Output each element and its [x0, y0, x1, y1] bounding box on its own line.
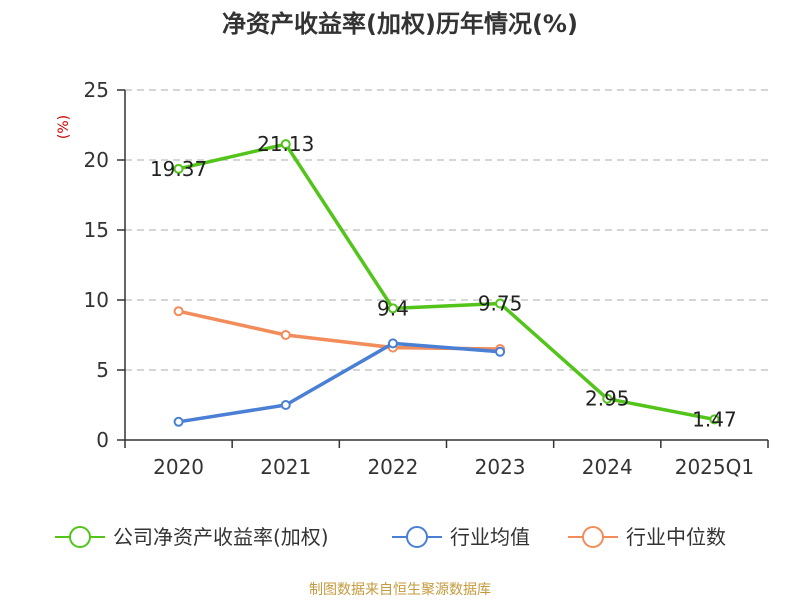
series-line — [178, 142, 715, 422]
data-label: 19.37 — [150, 157, 207, 181]
series-line — [178, 309, 501, 351]
y-axis-label: (%) — [56, 115, 72, 139]
gridlines — [125, 89, 768, 371]
data-point — [495, 298, 506, 309]
data-label: 9.4 — [377, 296, 409, 320]
axes: 0 5 10 15 20 25 2020 2021 2022 2023 2024 2025Q1 — [84, 78, 769, 479]
data-point — [173, 163, 184, 174]
data-point — [387, 338, 398, 349]
legend-marker — [406, 526, 428, 548]
data-label: 2.95 — [585, 387, 630, 411]
legend-marker — [582, 526, 604, 548]
y-tick-label: 5 — [96, 358, 109, 382]
legend-marker — [69, 526, 91, 548]
y-tick-label: 25 — [84, 78, 109, 102]
legend-label: 行业均值 — [450, 525, 530, 549]
y-tick-label: 10 — [84, 288, 109, 312]
legend-item[interactable]: 行业中位数 — [568, 525, 726, 549]
legend-label: 行业中位数 — [626, 525, 726, 549]
x-tick-label: 2023 — [475, 455, 526, 479]
chart-title: 净资产收益率(加权)历年情况(%) — [222, 10, 578, 38]
data-point — [280, 139, 291, 150]
data-point — [173, 306, 184, 317]
x-tick-label: 2025Q1 — [675, 455, 754, 479]
data-point — [709, 414, 720, 425]
data-point — [495, 346, 506, 357]
data-point — [280, 330, 291, 340]
data-point — [280, 400, 291, 410]
legend-item[interactable]: 行业均值 — [392, 525, 530, 549]
data-label: 21.13 — [257, 132, 314, 156]
source-note: 制图数据来自恒生聚源数据库 — [309, 582, 491, 598]
legend-label: 公司净资产收益率(加权) — [113, 525, 329, 549]
data-point — [602, 393, 613, 404]
x-tick-label: 2021 — [260, 455, 311, 479]
series-layer — [173, 139, 720, 427]
data-point — [387, 303, 398, 314]
x-tick-label: 2020 — [153, 455, 204, 479]
legend: 公司净资产收益率(加权) 行业均值 行业中位数 — [55, 525, 726, 549]
legend-item[interactable]: 公司净资产收益率(加权) — [55, 525, 329, 549]
y-tick-label: 20 — [84, 148, 109, 172]
x-tick-label: 2022 — [367, 455, 418, 479]
y-tick-label: 15 — [84, 218, 109, 242]
data-label: 9.75 — [478, 292, 523, 316]
data-point — [173, 416, 184, 427]
data-label: 1.47 — [692, 407, 737, 431]
x-tick-label: 2024 — [582, 455, 633, 479]
y-tick-label: 0 — [96, 428, 109, 452]
data-labels: 19.37 21.13 9.4 9.75 2.95 1.47 — [150, 132, 737, 431]
series-line — [178, 341, 501, 424]
